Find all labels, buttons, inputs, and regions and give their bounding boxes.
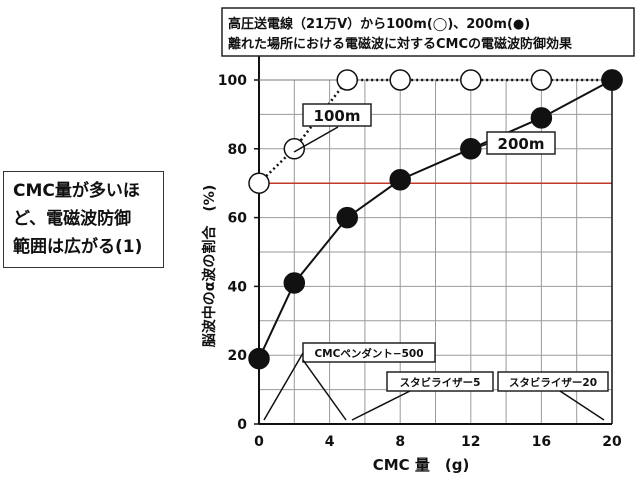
data-point-200m [601, 69, 623, 91]
axis-ticks: 0 20 40 60 80 100 0 4 8 12 16 20 [218, 73, 622, 450]
y-tick-label: 40 [228, 279, 248, 295]
x-tick-label: 0 [254, 434, 264, 450]
data-point-200m [283, 272, 306, 294]
y-tick-label: 80 [228, 142, 248, 158]
y-axis-label: 脳波中のα波の割合 (%) [201, 185, 218, 347]
chart-subtitle: 離れた場所における電磁波に対するCMCの電磁波防御効果 [228, 36, 572, 52]
annotation-box [497, 371, 609, 392]
data-point-100m [460, 69, 482, 91]
data-point-200m [389, 169, 411, 191]
annotation-leader [559, 390, 605, 421]
y-tick-label: 60 [228, 211, 248, 227]
x-tick-label: 16 [532, 434, 551, 450]
label-leader-200m [466, 143, 488, 152]
annotation-box [386, 371, 494, 392]
data-point-100m [389, 69, 411, 91]
x-tick-label: 8 [395, 434, 405, 450]
y-tick-label: 0 [237, 417, 247, 433]
title-box [221, 7, 635, 57]
data-point-100m [248, 172, 270, 194]
label-box-200m [486, 131, 556, 155]
data-point-100m [283, 138, 306, 160]
annotation-stabilizer-5: スタビライザー5 [400, 376, 481, 389]
data-point-200m [530, 107, 553, 129]
label-box-100m [302, 103, 372, 127]
annotation-stabilizer-20: スタビライザー20 [509, 376, 597, 389]
side-note-line: CMC量が多いほ [13, 181, 140, 201]
y-tick-label: 100 [218, 73, 247, 89]
annotation-box [302, 342, 436, 363]
annotation-pendant: CMCペンダント−500 [314, 347, 423, 360]
data-markers [248, 69, 623, 370]
data-point-200m [336, 206, 358, 229]
data-point-100m [530, 69, 553, 91]
annotation-leader [263, 352, 304, 421]
y-tick-label: 20 [228, 348, 248, 364]
annotation-leader [351, 390, 411, 421]
x-axis-label: CMC 量 (g) [373, 456, 470, 474]
chart-title: 高圧送電線（21万V）から100m(◯)、200m(●) [228, 16, 530, 32]
data-point-100m [336, 69, 358, 91]
data-point-200m [460, 138, 482, 160]
side-note-box: CMC量が多いほ ど、電磁波防御 範囲は広がる(1) [3, 171, 164, 268]
series-label-200m: 200m [498, 135, 545, 153]
x-tick-label: 20 [602, 434, 622, 450]
series-label-100m: 100m [314, 107, 361, 125]
annotation-leader [302, 359, 347, 421]
data-point-200m [248, 347, 270, 370]
side-note-line: 範囲は広がる(1) [13, 237, 143, 257]
side-note-line: ど、電磁波防御 [13, 209, 132, 229]
label-leader-100m [293, 126, 339, 153]
x-tick-label: 12 [461, 434, 480, 450]
x-tick-label: 4 [325, 434, 335, 450]
